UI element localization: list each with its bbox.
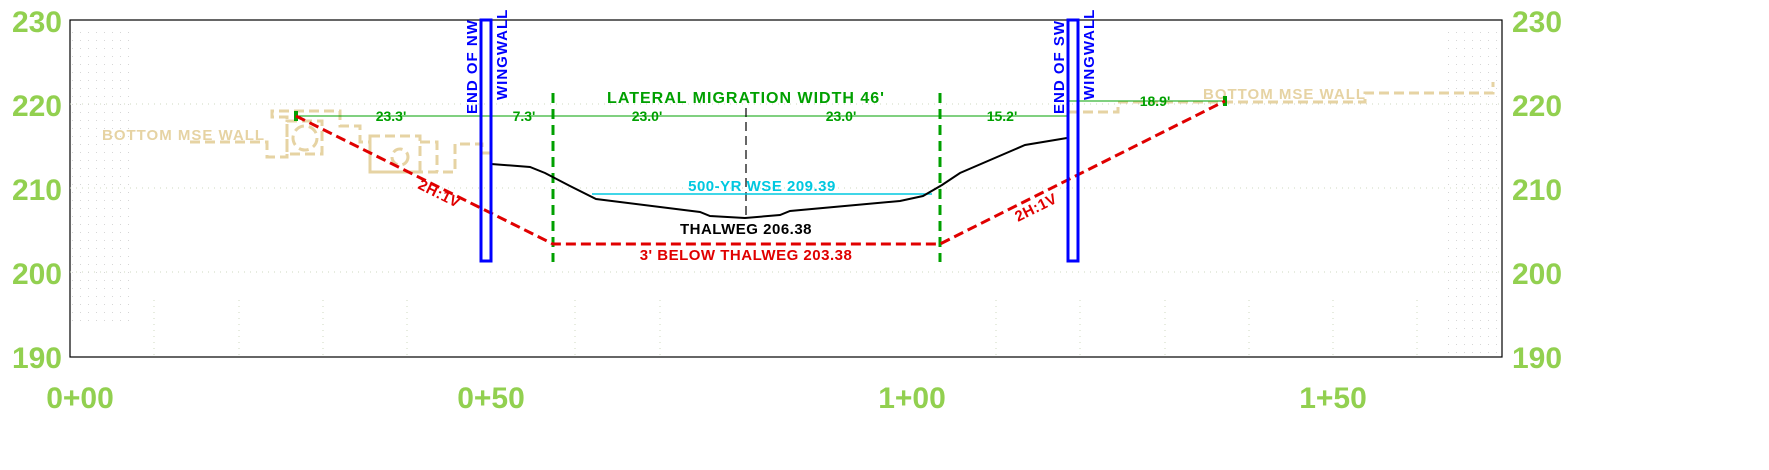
mse-wall-label-right: BOTTOM MSE WALL bbox=[1203, 86, 1366, 103]
below-thalweg-label: 3' BELOW THALWEG 203.38 bbox=[640, 247, 853, 264]
x-label-1+50: 1+50 bbox=[1299, 382, 1367, 415]
mse-wall-right bbox=[1068, 82, 1495, 114]
wse-label: 500-YR WSE 209.39 bbox=[688, 178, 836, 195]
mse-wall-label-left: BOTTOM MSE WALL bbox=[102, 127, 265, 144]
dot-texture-left bbox=[72, 25, 130, 325]
lateral-migration-label: LATERAL MIGRATION WIDTH 46' bbox=[607, 90, 885, 107]
wingwall-nw-label-line2: WINGWALL bbox=[494, 9, 511, 100]
dim-label-18.9: 18.9' bbox=[1140, 93, 1171, 109]
y-label-left-220: 220 bbox=[12, 90, 62, 123]
dot-texture-right bbox=[1442, 25, 1500, 355]
scour-line bbox=[295, 99, 1226, 246]
dim-label-23.0-right: 23.0' bbox=[826, 108, 857, 124]
dim-label-15.2: 15.2' bbox=[987, 108, 1018, 124]
x-label-1+00: 1+00 bbox=[878, 382, 946, 415]
y-label-right-190: 190 bbox=[1512, 342, 1562, 375]
x-label-0+00: 0+00 bbox=[46, 382, 114, 415]
y-label-left-200: 200 bbox=[12, 258, 62, 291]
y-label-right-210: 210 bbox=[1512, 174, 1562, 207]
y-label-left-190: 190 bbox=[12, 342, 62, 375]
slope-label-left: 2H:1V bbox=[415, 176, 463, 211]
wingwall-nw-label-line1: END OF NW bbox=[464, 19, 481, 114]
dim-label-23.3: 23.3' bbox=[376, 108, 407, 124]
dim-label-7.3: 7.3' bbox=[513, 108, 536, 124]
wingwall-nw bbox=[479, 18, 493, 263]
y-label-left-230: 230 bbox=[12, 6, 62, 39]
y-label-right-230: 230 bbox=[1512, 6, 1562, 39]
thalweg-label: THALWEG 206.38 bbox=[680, 221, 812, 238]
y-label-right-220: 220 bbox=[1512, 90, 1562, 123]
x-label-0+50: 0+50 bbox=[457, 382, 525, 415]
y-label-left-210: 210 bbox=[12, 174, 62, 207]
ground-profile bbox=[490, 137, 1068, 220]
y-label-right-200: 200 bbox=[1512, 258, 1562, 291]
dim-label-23.0-left: 23.0' bbox=[632, 108, 663, 124]
wingwall-sw-label-line2: WINGWALL bbox=[1081, 9, 1098, 100]
wingwall-sw-label-line1: END OF SW bbox=[1051, 20, 1068, 114]
wingwall-sw bbox=[1066, 18, 1080, 263]
